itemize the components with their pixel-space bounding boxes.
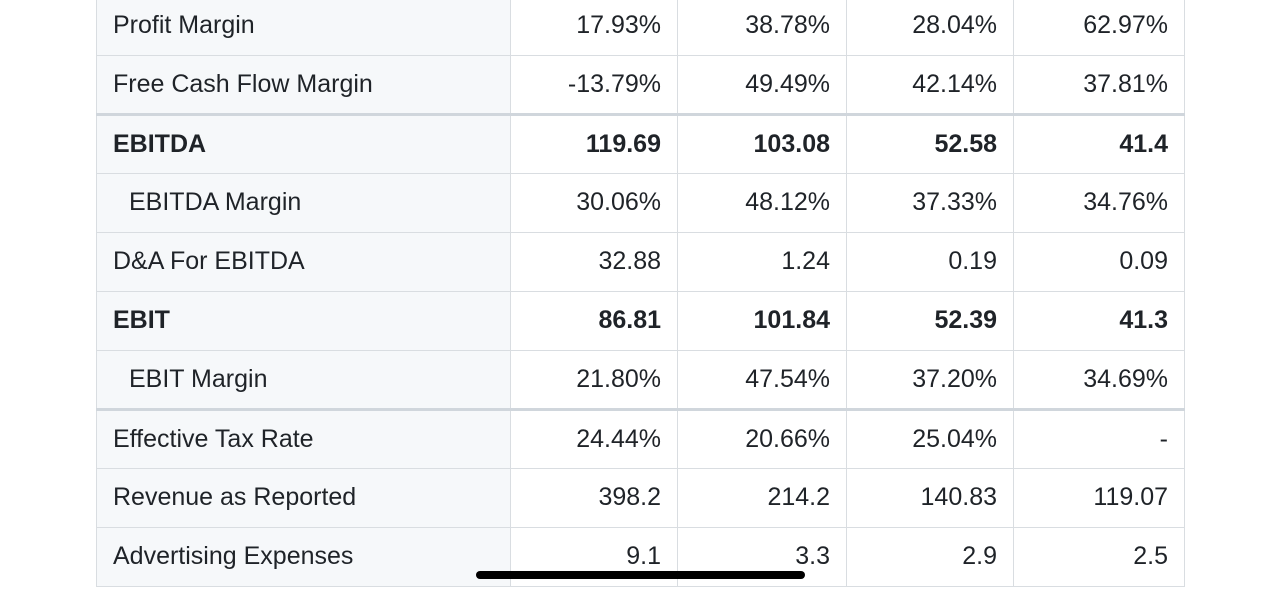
table-row-ebit-margin: EBIT Margin 21.80% 47.54% 37.20% 34.69%	[96, 350, 1185, 411]
row-label: EBITDA	[96, 114, 511, 174]
row-label: Effective Tax Rate	[96, 409, 511, 469]
cell-value: 21.80%	[510, 350, 678, 411]
row-label: Revenue as Reported	[96, 468, 511, 528]
cell-value: 38.78%	[677, 0, 847, 56]
cell-value: -	[1013, 409, 1185, 469]
cell-value: 20.66%	[677, 409, 847, 469]
cell-value: 37.81%	[1013, 55, 1185, 116]
cell-value: 42.14%	[846, 55, 1014, 116]
cell-value: 32.88	[510, 232, 678, 292]
financials-table: Profit Margin 17.93% 38.78% 28.04% 62.97…	[96, 0, 1185, 587]
row-label: EBITDA Margin	[96, 173, 511, 233]
cell-value: -13.79%	[510, 55, 678, 116]
cell-value: 52.39	[846, 291, 1014, 351]
cell-value: 86.81	[510, 291, 678, 351]
cell-value: 48.12%	[677, 173, 847, 233]
cell-value: 119.07	[1013, 468, 1185, 528]
table-row-effective-tax-rate: Effective Tax Rate 24.44% 20.66% 25.04% …	[96, 409, 1185, 469]
cell-value: 37.33%	[846, 173, 1014, 233]
cell-value: 2.9	[846, 527, 1014, 587]
cell-value: 41.4	[1013, 114, 1185, 174]
cell-value: 37.20%	[846, 350, 1014, 411]
cell-value: 1.24	[677, 232, 847, 292]
row-label: Profit Margin	[96, 0, 511, 56]
cell-value: 41.3	[1013, 291, 1185, 351]
cell-value: 0.09	[1013, 232, 1185, 292]
table-row-profit-margin: Profit Margin 17.93% 38.78% 28.04% 62.97…	[96, 0, 1185, 56]
table-row-ebitda: EBITDA 119.69 103.08 52.58 41.4	[96, 114, 1185, 174]
row-label: EBIT Margin	[96, 350, 511, 411]
cell-value: 101.84	[677, 291, 847, 351]
cell-value: 398.2	[510, 468, 678, 528]
cell-value: 34.76%	[1013, 173, 1185, 233]
cell-value: 2.5	[1013, 527, 1185, 587]
cell-value: 25.04%	[846, 409, 1014, 469]
row-label: Free Cash Flow Margin	[96, 55, 511, 116]
row-label: EBIT	[96, 291, 511, 351]
table-row-fcf-margin: Free Cash Flow Margin -13.79% 49.49% 42.…	[96, 55, 1185, 116]
cell-value: 140.83	[846, 468, 1014, 528]
table-row-da-for-ebitda: D&A For EBITDA 32.88 1.24 0.19 0.09	[96, 232, 1185, 292]
cell-value: 103.08	[677, 114, 847, 174]
row-label: D&A For EBITDA	[96, 232, 511, 292]
table-row-ebitda-margin: EBITDA Margin 30.06% 48.12% 37.33% 34.76…	[96, 173, 1185, 233]
table-row-revenue-as-reported: Revenue as Reported 398.2 214.2 140.83 1…	[96, 468, 1185, 528]
row-label: Advertising Expenses	[96, 527, 511, 587]
cell-value: 28.04%	[846, 0, 1014, 56]
cell-value: 24.44%	[510, 409, 678, 469]
cell-value: 34.69%	[1013, 350, 1185, 411]
cell-value: 17.93%	[510, 0, 678, 56]
cell-value: 62.97%	[1013, 0, 1185, 56]
cell-value: 49.49%	[677, 55, 847, 116]
cell-value: 0.19	[846, 232, 1014, 292]
table-row-ebit: EBIT 86.81 101.84 52.39 41.3	[96, 291, 1185, 351]
cell-value: 119.69	[510, 114, 678, 174]
cell-value: 30.06%	[510, 173, 678, 233]
home-indicator[interactable]	[476, 571, 805, 579]
cell-value: 214.2	[677, 468, 847, 528]
cell-value: 52.58	[846, 114, 1014, 174]
cell-value: 47.54%	[677, 350, 847, 411]
